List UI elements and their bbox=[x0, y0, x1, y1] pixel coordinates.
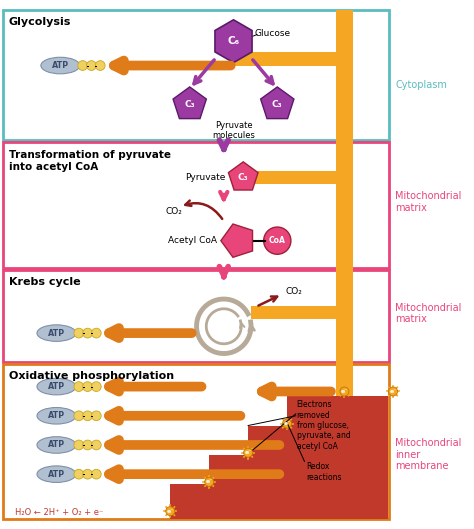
Text: Acetyl CoA: Acetyl CoA bbox=[168, 236, 217, 245]
Text: e⁻: e⁻ bbox=[166, 509, 174, 514]
Text: Pyruvate
molecules: Pyruvate molecules bbox=[212, 121, 255, 140]
Text: Oxidative phosphorylation: Oxidative phosphorylation bbox=[9, 371, 174, 381]
Circle shape bbox=[82, 411, 92, 421]
Circle shape bbox=[91, 382, 101, 391]
Circle shape bbox=[166, 507, 175, 516]
Bar bbox=[234, 52, 336, 66]
Polygon shape bbox=[221, 224, 253, 257]
Text: C₃: C₃ bbox=[272, 100, 283, 109]
Bar bbox=[251, 306, 336, 320]
Circle shape bbox=[91, 469, 101, 479]
Circle shape bbox=[82, 382, 92, 391]
Circle shape bbox=[78, 61, 88, 70]
Text: Mitochondrial
inner
membrane: Mitochondrial inner membrane bbox=[395, 438, 461, 471]
Circle shape bbox=[87, 61, 96, 70]
Polygon shape bbox=[170, 396, 388, 519]
Circle shape bbox=[82, 328, 92, 338]
Text: C₆: C₆ bbox=[228, 36, 239, 46]
Polygon shape bbox=[261, 87, 294, 118]
Circle shape bbox=[283, 419, 292, 428]
Ellipse shape bbox=[37, 325, 76, 341]
Circle shape bbox=[264, 227, 291, 254]
Circle shape bbox=[91, 411, 101, 421]
Bar bbox=[3, 270, 389, 362]
Bar bbox=[247, 171, 336, 184]
Text: e⁻: e⁻ bbox=[341, 389, 348, 394]
Text: e⁻: e⁻ bbox=[389, 389, 397, 394]
Text: ATP: ATP bbox=[48, 441, 65, 450]
Circle shape bbox=[205, 478, 214, 487]
Text: Cytoplasm: Cytoplasm bbox=[395, 80, 447, 90]
Circle shape bbox=[74, 328, 84, 338]
Text: Krebs cycle: Krebs cycle bbox=[9, 277, 81, 287]
Ellipse shape bbox=[37, 407, 76, 424]
Text: Glucose: Glucose bbox=[255, 29, 291, 38]
Ellipse shape bbox=[37, 437, 76, 453]
Polygon shape bbox=[215, 20, 252, 62]
Text: Pyruvate: Pyruvate bbox=[185, 173, 226, 182]
Ellipse shape bbox=[37, 378, 76, 395]
Text: ATP: ATP bbox=[48, 329, 65, 338]
Circle shape bbox=[244, 448, 253, 457]
Circle shape bbox=[74, 469, 84, 479]
Text: e⁻: e⁻ bbox=[205, 479, 213, 485]
Ellipse shape bbox=[37, 466, 76, 482]
Polygon shape bbox=[228, 162, 258, 190]
Circle shape bbox=[389, 387, 398, 396]
Text: CO₂: CO₂ bbox=[285, 287, 302, 296]
Text: H₂O ← 2H⁺ + O₂ + e⁻: H₂O ← 2H⁺ + O₂ + e⁻ bbox=[15, 508, 103, 517]
Circle shape bbox=[82, 469, 92, 479]
Circle shape bbox=[74, 382, 84, 391]
Ellipse shape bbox=[41, 57, 80, 74]
Text: C₃: C₃ bbox=[184, 100, 195, 109]
Text: Transformation of pyruvate
into acetyl CoA: Transformation of pyruvate into acetyl C… bbox=[9, 150, 171, 172]
Text: Electrons
removed
from glucose,
pyruvate, and
acetyl CoA: Electrons removed from glucose, pyruvate… bbox=[297, 400, 350, 451]
Bar bbox=[3, 10, 389, 141]
Circle shape bbox=[74, 411, 84, 421]
Circle shape bbox=[340, 387, 349, 396]
Circle shape bbox=[82, 440, 92, 450]
Text: CoA: CoA bbox=[269, 236, 286, 245]
Bar bbox=[3, 142, 389, 268]
Polygon shape bbox=[173, 87, 206, 118]
Text: Mitochondrial
matrix: Mitochondrial matrix bbox=[395, 303, 461, 324]
Text: ATP: ATP bbox=[48, 470, 65, 479]
Text: C₃: C₃ bbox=[238, 173, 248, 182]
Text: ATP: ATP bbox=[48, 382, 65, 391]
Circle shape bbox=[91, 440, 101, 450]
Bar bbox=[3, 364, 389, 519]
Text: CO₂: CO₂ bbox=[165, 207, 182, 216]
Text: e⁻: e⁻ bbox=[283, 421, 291, 426]
Bar bbox=[336, 10, 353, 519]
Text: Redox
reactions: Redox reactions bbox=[307, 462, 342, 482]
Text: e⁻: e⁻ bbox=[245, 450, 252, 455]
Text: ATP: ATP bbox=[48, 411, 65, 421]
Circle shape bbox=[91, 328, 101, 338]
Text: ATP: ATP bbox=[52, 61, 69, 70]
Circle shape bbox=[74, 440, 84, 450]
Text: Mitochondrial
matrix: Mitochondrial matrix bbox=[395, 191, 461, 213]
Text: Glycolysis: Glycolysis bbox=[9, 17, 71, 27]
Circle shape bbox=[95, 61, 105, 70]
